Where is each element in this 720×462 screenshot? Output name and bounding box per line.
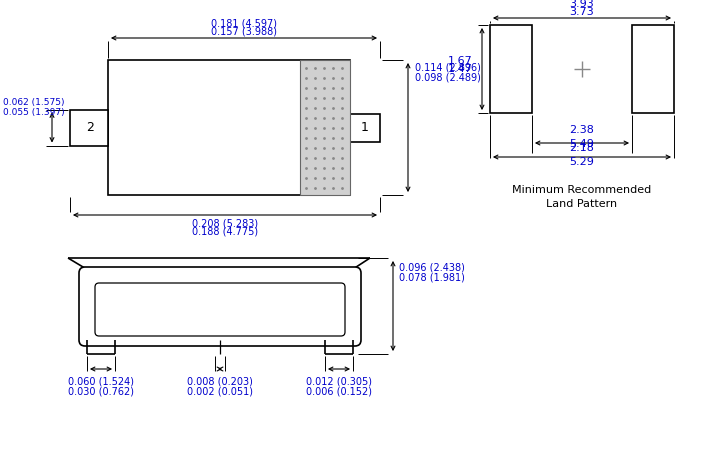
- Text: 2: 2: [86, 121, 94, 134]
- Text: 3.73: 3.73: [570, 7, 595, 17]
- Text: 0.098 (2.489): 0.098 (2.489): [415, 72, 481, 82]
- Text: 0.062 (1.575): 0.062 (1.575): [3, 98, 65, 108]
- Bar: [108, 60, 350, 195]
- Text: 5.29: 5.29: [570, 157, 595, 167]
- Text: 0.055 (1.397): 0.055 (1.397): [3, 108, 65, 116]
- Text: Minimum Recommended: Minimum Recommended: [513, 185, 652, 195]
- Text: 0.181 (4.597): 0.181 (4.597): [211, 18, 277, 28]
- Bar: [70, 109, 108, 146]
- Text: 0.208 (5.283): 0.208 (5.283): [192, 218, 258, 228]
- Text: 1.47: 1.47: [448, 64, 473, 74]
- Text: 0.006 (0.152): 0.006 (0.152): [306, 386, 372, 396]
- Text: 0.114 (2.896): 0.114 (2.896): [415, 62, 481, 72]
- Text: Land Pattern: Land Pattern: [546, 199, 618, 209]
- Text: 0.002 (0.051): 0.002 (0.051): [187, 386, 253, 396]
- FancyBboxPatch shape: [95, 283, 345, 336]
- Text: 2.18: 2.18: [570, 143, 595, 153]
- Text: 0.096 (2.438): 0.096 (2.438): [399, 263, 465, 273]
- Bar: [350, 114, 380, 141]
- Text: 1: 1: [361, 121, 369, 134]
- Text: 0.078 (1.981): 0.078 (1.981): [399, 273, 465, 283]
- Bar: [490, 25, 532, 113]
- Text: 0.188 (4.775): 0.188 (4.775): [192, 227, 258, 237]
- Text: 0.060 (1.524): 0.060 (1.524): [68, 377, 134, 387]
- Text: 2.38: 2.38: [570, 125, 595, 135]
- FancyBboxPatch shape: [79, 267, 361, 346]
- Text: 0.012 (0.305): 0.012 (0.305): [306, 377, 372, 387]
- Text: 5.49: 5.49: [570, 139, 595, 149]
- Text: 3.93: 3.93: [570, 0, 595, 9]
- Text: 0.157 (3.988): 0.157 (3.988): [211, 27, 277, 37]
- Text: 0.008 (0.203): 0.008 (0.203): [187, 377, 253, 387]
- Text: 1.67: 1.67: [449, 56, 473, 66]
- Bar: [632, 25, 674, 113]
- Text: 0.030 (0.762): 0.030 (0.762): [68, 386, 134, 396]
- Bar: [300, 60, 350, 195]
